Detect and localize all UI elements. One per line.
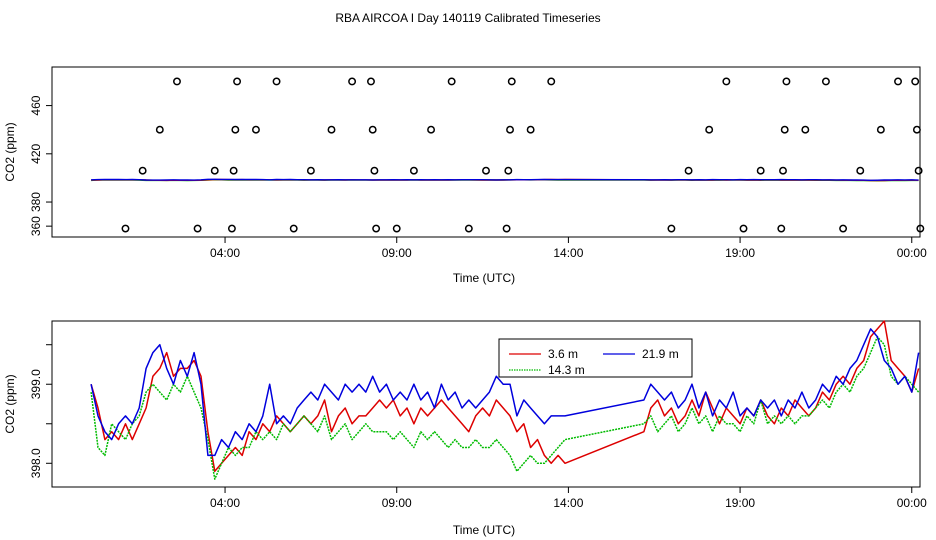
outlier-point xyxy=(231,125,240,134)
outlier-point xyxy=(504,166,513,175)
outlier-point xyxy=(739,224,748,233)
outlier-point xyxy=(227,224,236,233)
bottom-panel-x-tick-label-1: 09:00 xyxy=(382,496,412,510)
outlier-point xyxy=(121,224,130,233)
top-panel-x-tick-label-3: 19:00 xyxy=(725,246,755,260)
top-panel-ylabel: CO2 (ppm) xyxy=(3,122,17,181)
bottom-panel-x-axis: 04:00 09:00 14:00 19:00 00:00 xyxy=(210,487,927,510)
outlier-point xyxy=(506,125,514,134)
outlier-point xyxy=(367,77,375,86)
top-panel-y-tick-label-1: 380 xyxy=(29,192,43,212)
chart-title: RBA AIRCOA I Day 140119 Calibrated Times… xyxy=(335,11,600,25)
legend-label-3-6m: 3.6 m xyxy=(548,347,578,361)
outlier-point xyxy=(839,224,848,233)
bottom-panel: Time (UTC) CO2 (ppm) 04:00 09:00 14:00 19:0… xyxy=(3,320,927,537)
outlier-point xyxy=(289,224,298,233)
outlier-point xyxy=(272,77,281,86)
outlier-point xyxy=(912,125,921,134)
outlier-point xyxy=(667,224,676,233)
outlier-point xyxy=(233,77,242,86)
legend-label-21-9m: 21.9 m xyxy=(642,347,679,361)
outlier-point xyxy=(801,125,810,134)
outlier-point xyxy=(409,166,418,175)
bottom-panel-x-tick-label-4: 00:00 xyxy=(897,496,927,510)
top-panel-x-tick-label-2: 14:00 xyxy=(553,246,583,260)
outlier-point xyxy=(705,125,714,134)
bottom-panel-frame xyxy=(51,320,921,488)
outlier-point xyxy=(782,77,791,86)
outlier-point xyxy=(193,224,202,233)
series-line-s143 xyxy=(90,336,920,480)
outlier-point xyxy=(916,224,925,233)
outlier-point xyxy=(370,166,379,175)
legend-label-14-3m: 14.3 m xyxy=(548,363,585,377)
outlier-point xyxy=(210,166,219,175)
outlier-point xyxy=(138,166,147,175)
bottom-panel-ylabel: CO2 (ppm) xyxy=(3,374,17,433)
outlier-point xyxy=(780,125,789,134)
outlier-point xyxy=(502,224,511,233)
outlier-point xyxy=(547,77,556,86)
legend-box xyxy=(498,338,693,378)
top-panel-y-tick-label-2: 420 xyxy=(29,143,43,163)
outlier-point xyxy=(155,125,164,134)
outlier-point xyxy=(684,166,693,175)
outlier-point xyxy=(876,125,885,134)
top-panel-baseline-s219 xyxy=(91,178,919,182)
outlier-point xyxy=(306,166,315,175)
outlier-point xyxy=(482,166,490,175)
top-panel-x-tick-label-0: 04:00 xyxy=(210,246,240,260)
outlier-point xyxy=(372,224,381,233)
top-panel-x-tick-label-1: 09:00 xyxy=(382,246,412,260)
outlier-point xyxy=(348,77,357,86)
top-panel-outlier-points xyxy=(121,77,925,233)
series-line-s219 xyxy=(90,328,920,457)
outlier-point xyxy=(447,77,456,86)
bottom-panel-series-group xyxy=(90,320,920,480)
outlier-point xyxy=(914,166,923,175)
outlier-point xyxy=(821,77,830,86)
outlier-point xyxy=(777,224,786,233)
outlier-point xyxy=(327,125,336,134)
outlier-point xyxy=(911,77,920,86)
outlier-point xyxy=(464,224,473,233)
outlier-point xyxy=(173,77,181,86)
bottom-panel-xlabel: Time (UTC) xyxy=(453,523,515,537)
top-panel-y-tick-label-0: 360 xyxy=(29,216,43,236)
bottom-panel-x-tick-label-3: 19:00 xyxy=(725,496,755,510)
top-panel-y-tick-label-3: 460 xyxy=(29,95,43,115)
top-panel-x-axis: 04:00 09:00 14:00 19:00 00:00 xyxy=(210,237,927,260)
outlier-point xyxy=(894,77,902,86)
bottom-panel-x-tick-label-2: 14:00 xyxy=(553,496,583,510)
top-panel-frame xyxy=(51,66,921,238)
top-panel-x-tick-label-4: 00:00 xyxy=(897,246,927,260)
outlier-point xyxy=(229,166,238,175)
bottom-panel-x-tick-label-0: 04:00 xyxy=(210,496,240,510)
outlier-point xyxy=(779,166,787,175)
bottom-panel-y-axis: 398.0 399.0 xyxy=(29,344,52,478)
legend: 3.6 m 21.9 m 14.3 m xyxy=(498,338,693,378)
outlier-point xyxy=(392,224,401,233)
top-panel-xlabel: Time (UTC) xyxy=(453,271,515,285)
bottom-panel-y-tick-label-2: 399.0 xyxy=(29,369,43,399)
outlier-point xyxy=(856,166,865,175)
outlier-point xyxy=(427,125,436,134)
outlier-point xyxy=(526,125,535,134)
outlier-point xyxy=(756,166,765,175)
top-panel-y-axis: 360 380 420 460 xyxy=(29,95,52,236)
top-panel: Time (UTC) CO2 (ppm) 04:00 09:00 14:00 19:0… xyxy=(3,66,927,285)
outlier-point xyxy=(507,77,516,86)
top-panel-baseline-group xyxy=(91,178,919,182)
outlier-point xyxy=(368,125,377,134)
bottom-panel-y-tick-label-0: 398.0 xyxy=(29,448,43,478)
outlier-point xyxy=(722,77,731,86)
outlier-point xyxy=(252,125,260,134)
